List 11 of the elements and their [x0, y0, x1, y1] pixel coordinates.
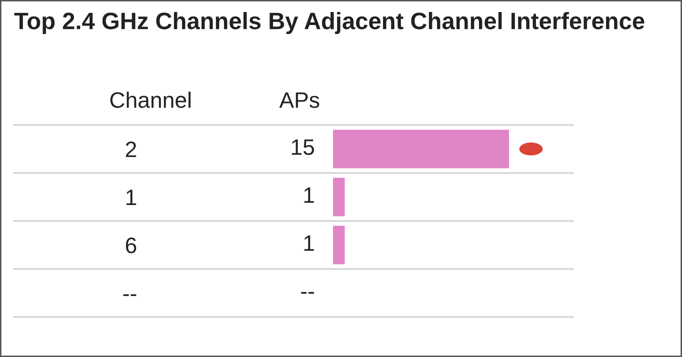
data-label: 15	[292, 139, 314, 155]
y-tick-label: 2	[126, 142, 136, 158]
chart-title: Top 2.4 GHz Channels By Adjacent Channel Interference	[14, 12, 644, 34]
x-axis-title: APs	[279, 92, 320, 108]
y-tick-label: 1	[126, 190, 136, 206]
y-tick-label: 6	[126, 238, 136, 254]
y-axis-title: Channel	[110, 92, 191, 108]
text: --	[301, 292, 314, 294]
data-label: 1	[304, 235, 314, 251]
y-tick-label: --	[123, 294, 136, 296]
data-label: 1	[304, 187, 314, 203]
